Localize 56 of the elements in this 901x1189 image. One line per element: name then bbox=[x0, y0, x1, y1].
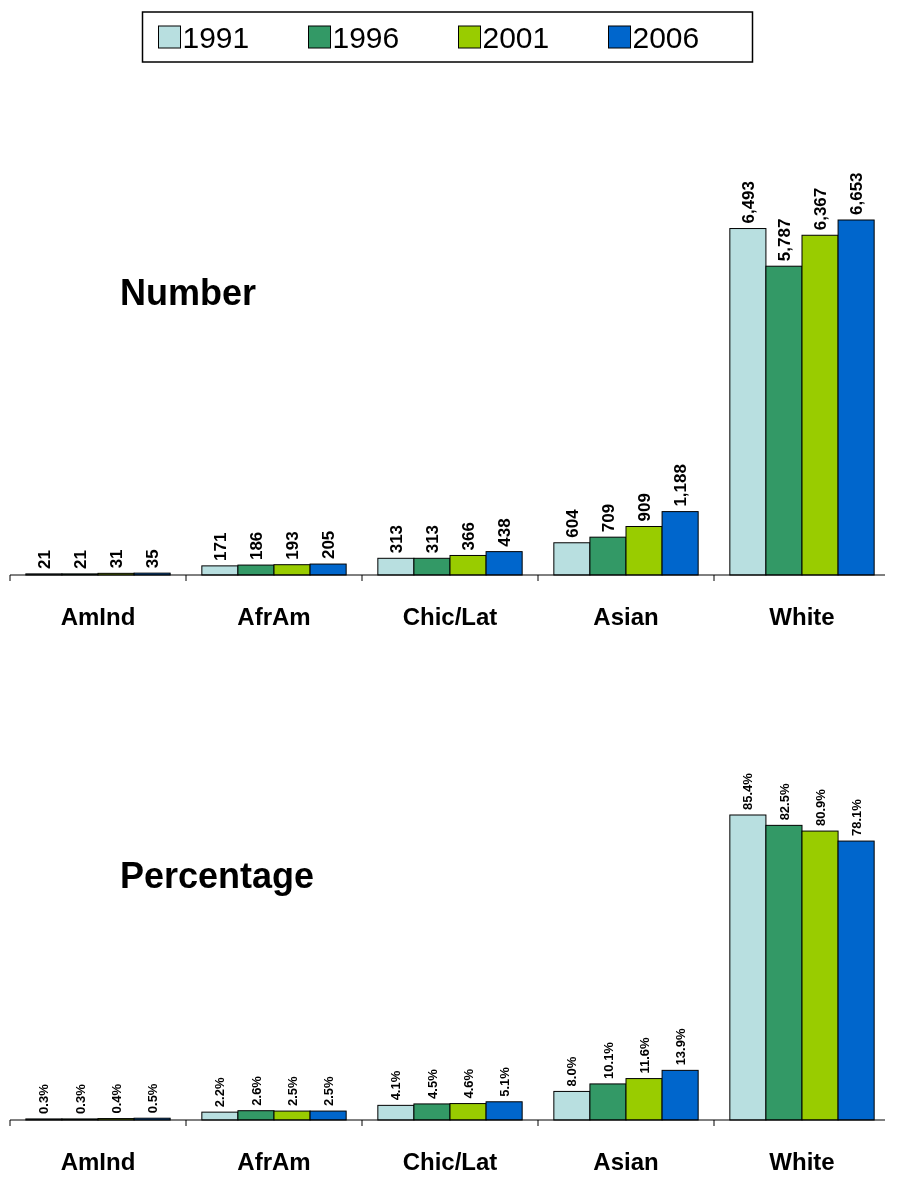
legend-label: 1996 bbox=[332, 21, 400, 54]
data-label: 35 bbox=[143, 549, 163, 569]
data-label: 0.3% bbox=[72, 1083, 88, 1114]
data-label: 0.4% bbox=[108, 1083, 124, 1114]
x-tick-label: White bbox=[769, 1148, 835, 1175]
data-label: 82.5% bbox=[776, 783, 792, 821]
x-tick-label: AfrAm bbox=[237, 1148, 311, 1175]
data-label: 313 bbox=[386, 524, 406, 554]
data-label: 31 bbox=[106, 549, 126, 569]
data-label: 10.1% bbox=[600, 1041, 616, 1079]
data-label: 21 bbox=[34, 549, 54, 569]
data-label: 11.6% bbox=[636, 1036, 652, 1074]
x-tick-label: AmInd bbox=[60, 1148, 136, 1175]
data-label: 2.5% bbox=[284, 1076, 300, 1107]
data-label: 2.5% bbox=[320, 1076, 336, 1107]
data-label: 5,787 bbox=[774, 218, 794, 262]
x-tick-label: Chic/Lat bbox=[402, 603, 498, 630]
data-label: 438 bbox=[495, 518, 515, 547]
legend-label: 1991 bbox=[182, 21, 250, 54]
data-label: 0.3% bbox=[36, 1083, 52, 1114]
data-label: 313 bbox=[422, 524, 442, 554]
text: Percentage bbox=[120, 855, 315, 897]
data-label: 13.9% bbox=[672, 1028, 688, 1066]
data-label: 85.4% bbox=[740, 772, 756, 810]
data-label: 4.6% bbox=[460, 1068, 476, 1099]
data-label: 366 bbox=[458, 522, 478, 551]
data-label: 6,367 bbox=[810, 187, 830, 231]
data-label: 8.0% bbox=[564, 1056, 580, 1087]
data-label: 6,653 bbox=[847, 172, 867, 215]
data-label: 186 bbox=[246, 531, 266, 561]
data-label: 2.2% bbox=[212, 1077, 228, 1108]
x-tick-label: Chic/Lat bbox=[402, 1148, 498, 1175]
data-label: 709 bbox=[598, 503, 618, 533]
data-label: 21 bbox=[70, 549, 90, 569]
data-label: 171 bbox=[210, 532, 230, 561]
legend-label: 2006 bbox=[632, 21, 700, 54]
x-tick-label: Asian bbox=[593, 603, 659, 630]
data-label: 5.1% bbox=[496, 1066, 512, 1097]
x-tick-label: AmInd bbox=[60, 603, 136, 630]
data-label: 78.1% bbox=[848, 798, 864, 837]
data-label: 1,188 bbox=[671, 464, 691, 507]
data-label: 205 bbox=[319, 530, 339, 560]
data-label: 193 bbox=[282, 531, 302, 560]
data-label: 4.1% bbox=[388, 1070, 404, 1101]
x-tick-label: Asian bbox=[593, 1148, 659, 1175]
data-label: 909 bbox=[634, 493, 654, 522]
x-tick-label: AfrAm bbox=[237, 603, 311, 630]
data-label: 80.9% bbox=[812, 788, 828, 827]
legend-label: 2001 bbox=[482, 21, 550, 54]
x-tick-label: White bbox=[769, 603, 835, 630]
data-label: 2.6% bbox=[248, 1075, 264, 1106]
text: Number bbox=[120, 272, 257, 314]
data-label: 0.5% bbox=[144, 1083, 160, 1114]
data-label: 4.5% bbox=[424, 1068, 440, 1099]
data-label: 6,493 bbox=[738, 180, 758, 224]
data-label: 604 bbox=[562, 508, 582, 538]
